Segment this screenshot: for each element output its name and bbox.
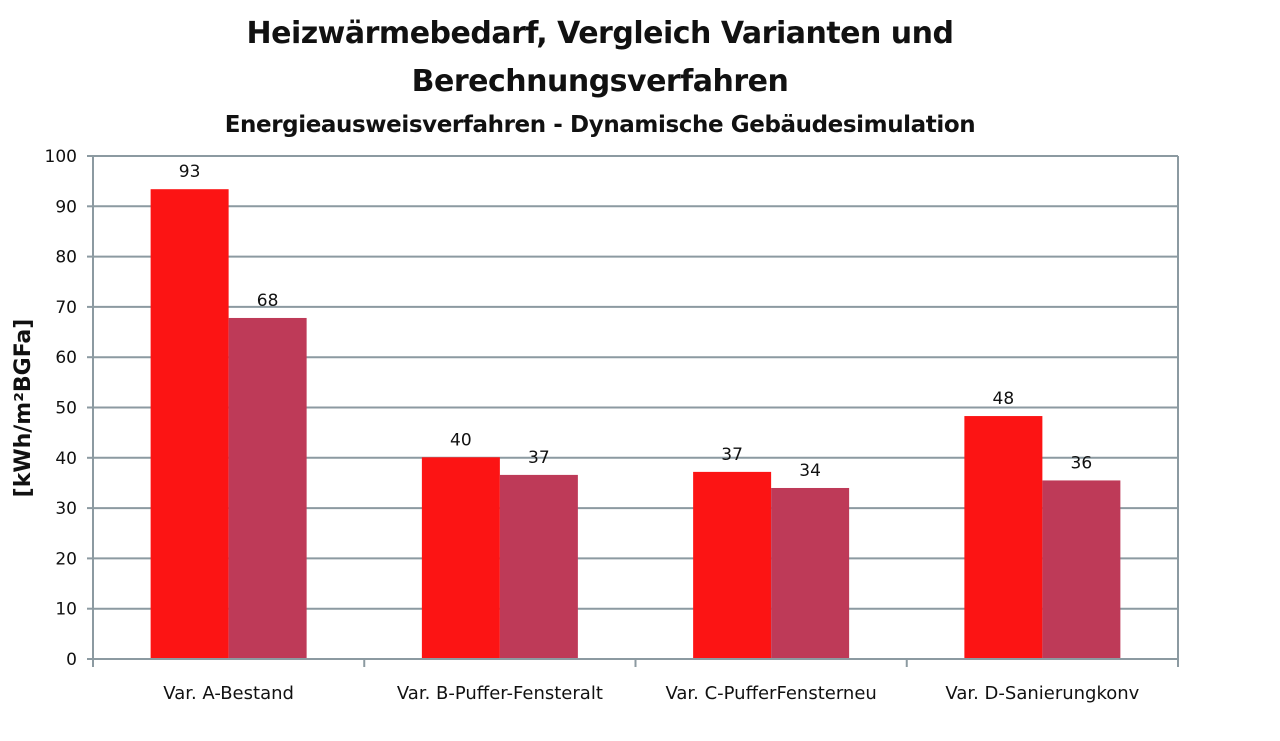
data-labels: 93 68 40 37 37 34 48 36 <box>179 162 1092 481</box>
chart-title-line2: Berechnungsverfahren <box>411 64 789 99</box>
x-category-label: Var. B-Puffer-Fensteralt <box>397 683 603 704</box>
data-label: 93 <box>179 162 201 182</box>
chart-title: Heizwärmebedarf, Vergleich Varianten und <box>246 16 954 51</box>
x-category-label: Var. A-Bestand <box>163 683 294 704</box>
data-label: 34 <box>799 461 821 481</box>
bar-simulation <box>1042 480 1121 659</box>
data-label: 37 <box>528 448 550 468</box>
y-tick-label: 60 <box>55 348 77 368</box>
bar-energieausweis <box>964 416 1043 659</box>
data-label: 37 <box>721 445 743 465</box>
y-tick-label: 10 <box>55 600 77 620</box>
y-tick-label: 100 <box>45 147 77 167</box>
chart-subtitle: Energieausweisverfahren - Dynamische Geb… <box>224 112 976 138</box>
bar-energieausweis <box>421 457 500 659</box>
y-tick-label: 90 <box>55 197 77 217</box>
y-tick-label: 80 <box>55 248 77 268</box>
y-tick-labels: 0 10 20 30 40 50 60 70 80 90 100 <box>45 147 77 670</box>
x-category-label: Var. C-PufferFensterneu <box>665 683 876 704</box>
x-tick-labels: Var. A-Bestand Var. B-Puffer-Fensteralt Va… <box>163 683 1139 704</box>
x-category-label: Var. D-Sanierungkonv <box>945 683 1139 704</box>
bar-simulation <box>499 474 578 659</box>
bar-energieausweis <box>150 189 229 659</box>
data-label: 40 <box>450 430 472 450</box>
data-label: 36 <box>1071 453 1093 473</box>
y-tick-label: 0 <box>66 650 77 670</box>
y-tick-label: 20 <box>55 549 77 569</box>
bars <box>150 189 1121 659</box>
bar-energieausweis <box>693 471 772 659</box>
y-tick-label: 30 <box>55 499 77 519</box>
data-label: 68 <box>257 291 279 311</box>
bar-simulation <box>771 487 850 659</box>
y-tick-label: 70 <box>55 298 77 318</box>
data-label: 48 <box>993 389 1015 409</box>
y-tick-label: 50 <box>55 399 77 419</box>
y-tick-label: 40 <box>55 449 77 469</box>
axes <box>92 156 1179 667</box>
bar-simulation <box>228 317 307 659</box>
y-axis-label: [kWh/m²BGFa] <box>11 319 36 498</box>
